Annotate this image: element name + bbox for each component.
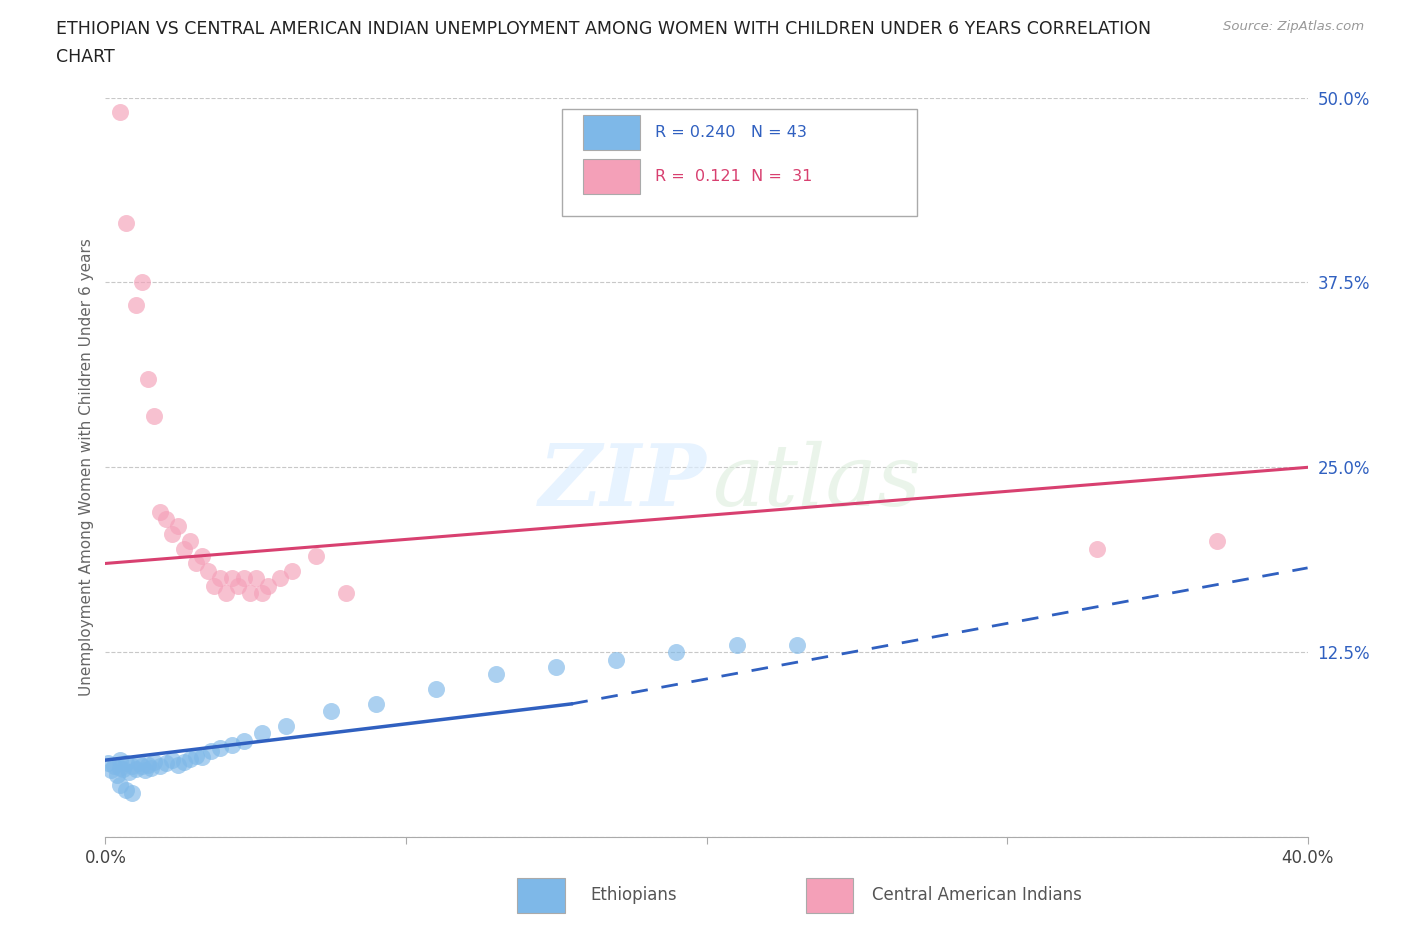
Point — [131, 275, 153, 290]
Point — [232, 571, 254, 586]
Point — [115, 755, 138, 770]
Point — [97, 755, 120, 770]
Point — [103, 759, 125, 774]
Point — [112, 762, 135, 777]
Point — [118, 764, 141, 779]
Point — [319, 704, 342, 719]
Point — [605, 652, 627, 667]
Point — [142, 408, 165, 423]
Point — [274, 719, 297, 734]
Point — [160, 752, 183, 767]
Point — [155, 512, 177, 526]
Point — [184, 749, 207, 764]
Point — [121, 759, 143, 774]
Point — [546, 659, 568, 674]
Point — [485, 667, 508, 682]
Point — [197, 564, 219, 578]
Point — [190, 750, 212, 764]
Point — [364, 697, 387, 711]
Point — [1206, 534, 1229, 549]
Point — [142, 754, 165, 769]
Point — [665, 644, 688, 659]
Point — [226, 578, 249, 593]
Point — [121, 785, 143, 800]
Point — [1085, 541, 1108, 556]
Text: R =  0.121  N =  31: R = 0.121 N = 31 — [655, 169, 813, 184]
Point — [107, 767, 129, 782]
FancyBboxPatch shape — [562, 109, 917, 216]
Point — [305, 549, 328, 564]
Point — [269, 571, 291, 586]
Text: Ethiopians: Ethiopians — [591, 885, 678, 904]
Point — [115, 782, 138, 797]
Point — [128, 755, 150, 770]
Point — [221, 571, 243, 586]
Point — [281, 564, 304, 578]
Point — [110, 760, 132, 775]
Bar — [582, 159, 640, 194]
Point — [166, 757, 188, 772]
Point — [110, 777, 132, 792]
Point — [115, 216, 138, 231]
Point — [100, 763, 122, 777]
Text: Central American Indians: Central American Indians — [872, 885, 1081, 904]
Point — [208, 571, 231, 586]
Point — [110, 105, 132, 120]
Point — [190, 549, 212, 564]
Point — [232, 734, 254, 749]
Point — [173, 754, 195, 769]
Point — [202, 578, 225, 593]
Point — [136, 371, 159, 386]
Point — [160, 526, 183, 541]
Point — [124, 298, 146, 312]
Point — [208, 741, 231, 756]
Point — [148, 759, 170, 774]
Point — [110, 752, 132, 767]
Bar — [582, 115, 640, 151]
Point — [214, 586, 236, 601]
Point — [124, 762, 146, 777]
Point — [173, 541, 195, 556]
Text: R = 0.240   N = 43: R = 0.240 N = 43 — [655, 126, 807, 140]
Point — [166, 519, 188, 534]
Point — [134, 763, 156, 777]
Point — [256, 578, 278, 593]
Point — [725, 637, 748, 652]
Point — [245, 571, 267, 586]
Point — [200, 744, 222, 759]
Point — [221, 737, 243, 752]
Point — [425, 682, 447, 697]
Point — [131, 759, 153, 774]
Text: Source: ZipAtlas.com: Source: ZipAtlas.com — [1223, 20, 1364, 33]
Text: atlas: atlas — [713, 441, 922, 524]
Point — [250, 586, 273, 601]
Point — [179, 534, 201, 549]
Point — [250, 726, 273, 741]
Y-axis label: Unemployment Among Women with Children Under 6 years: Unemployment Among Women with Children U… — [79, 238, 94, 697]
Point — [786, 637, 808, 652]
Point — [139, 760, 162, 775]
Point — [239, 586, 262, 601]
Text: ZIP: ZIP — [538, 441, 707, 524]
Point — [155, 755, 177, 770]
Point — [148, 504, 170, 519]
Point — [136, 757, 159, 772]
Point — [335, 586, 357, 601]
Text: CHART: CHART — [56, 48, 115, 66]
Point — [179, 751, 201, 766]
Text: ETHIOPIAN VS CENTRAL AMERICAN INDIAN UNEMPLOYMENT AMONG WOMEN WITH CHILDREN UNDE: ETHIOPIAN VS CENTRAL AMERICAN INDIAN UNE… — [56, 20, 1152, 38]
Point — [184, 556, 207, 571]
